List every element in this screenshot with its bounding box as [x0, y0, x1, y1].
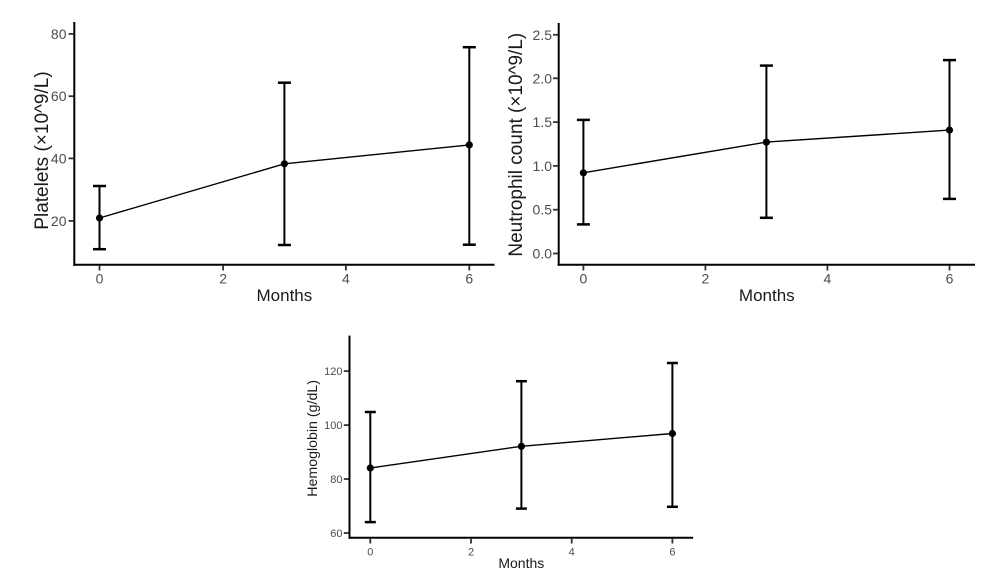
svg-text:0: 0: [96, 270, 104, 286]
svg-text:Months: Months: [257, 286, 313, 305]
svg-text:20: 20: [51, 213, 67, 229]
svg-text:6: 6: [669, 546, 675, 558]
svg-text:2: 2: [702, 270, 710, 286]
svg-text:Months: Months: [498, 555, 544, 571]
svg-text:2: 2: [219, 270, 227, 286]
svg-text:100: 100: [324, 420, 342, 432]
svg-text:Hemoglobin (g/dL): Hemoglobin (g/dL): [305, 380, 321, 497]
svg-text:Months: Months: [739, 286, 795, 305]
svg-text:4: 4: [342, 270, 350, 286]
svg-text:120: 120: [324, 366, 342, 378]
svg-text:80: 80: [51, 26, 67, 42]
svg-text:6: 6: [465, 270, 473, 286]
svg-text:4: 4: [824, 270, 832, 286]
svg-text:6: 6: [946, 270, 954, 286]
svg-text:80: 80: [330, 474, 342, 486]
svg-text:60: 60: [51, 88, 67, 104]
svg-text:40: 40: [51, 150, 67, 166]
svg-text:0: 0: [367, 546, 373, 558]
svg-text:0.0: 0.0: [533, 246, 553, 262]
svg-text:4: 4: [569, 546, 575, 558]
svg-text:2.5: 2.5: [533, 27, 553, 43]
svg-text:1.0: 1.0: [533, 158, 553, 174]
svg-text:Platelets (×10^9/L): Platelets (×10^9/L): [32, 71, 53, 229]
svg-text:Neutrophil count (×10^9/L): Neutrophil count (×10^9/L): [506, 33, 527, 257]
svg-text:60: 60: [330, 528, 342, 540]
svg-text:2.0: 2.0: [533, 70, 553, 86]
svg-text:0.5: 0.5: [533, 202, 553, 218]
svg-text:0: 0: [580, 270, 588, 286]
svg-text:1.5: 1.5: [533, 114, 553, 130]
svg-text:2: 2: [468, 546, 474, 558]
